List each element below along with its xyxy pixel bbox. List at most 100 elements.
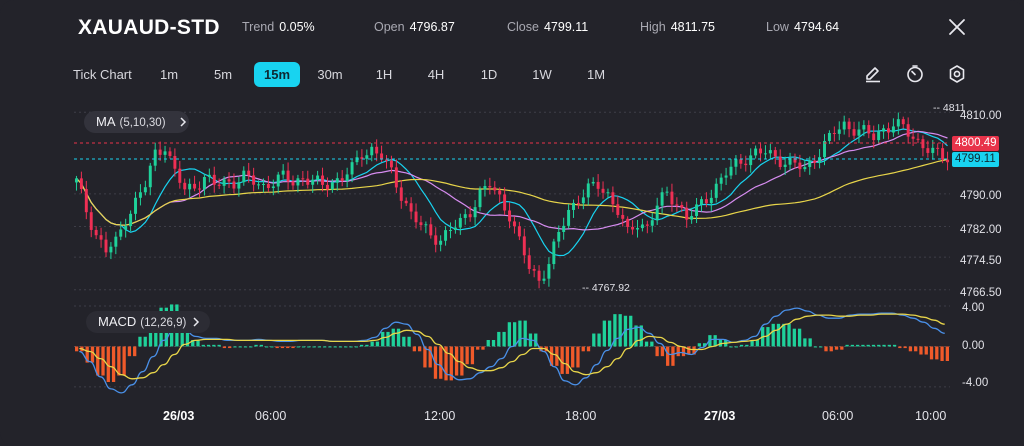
macd-histogram-bar — [834, 346, 839, 350]
macd-histogram-bar — [212, 344, 216, 347]
macd-histogram-bar — [476, 346, 480, 350]
high-marker-value: 4811 — [942, 102, 966, 114]
macd-histogram-bar — [771, 323, 775, 347]
draw-icon[interactable] — [863, 64, 883, 84]
low-marker-value: 4767.92 — [591, 282, 630, 294]
macd-histogram-bar — [592, 333, 596, 347]
macd-histogram-bar — [629, 315, 633, 347]
macd-histogram-bar — [644, 341, 649, 347]
candle-body — [572, 202, 575, 210]
macd-histogram-bar — [945, 346, 949, 361]
open-label: Open — [374, 20, 405, 34]
candle-body — [931, 147, 935, 153]
macd-histogram-bar — [602, 320, 606, 347]
timeframe-5m[interactable]: 5m — [213, 67, 233, 82]
candle-body — [193, 183, 197, 189]
candle-body — [153, 149, 157, 166]
macd-histogram-bar — [233, 346, 237, 348]
timeframe-4h[interactable]: 4H — [427, 67, 445, 82]
macd-histogram-bar — [571, 346, 575, 368]
candle-body — [823, 140, 826, 158]
macd-histogram-bar — [908, 346, 913, 352]
price-tick: 4774.50 — [960, 255, 1002, 267]
timeframe-1m[interactable]: 1m — [159, 67, 179, 82]
candle-body — [138, 192, 142, 198]
macd-histogram-bar — [660, 346, 665, 357]
timeframe-1d[interactable]: 1D — [480, 67, 498, 82]
macd-histogram-bar — [729, 346, 733, 348]
candle-body — [335, 178, 339, 183]
bid-price-tag: 4800.49 — [952, 136, 999, 151]
moving-average-line — [76, 128, 948, 257]
candle-body — [906, 124, 910, 137]
candle-body — [739, 159, 743, 164]
candle-body — [532, 268, 536, 271]
candle-body — [621, 214, 625, 219]
macd-histogram-bar — [101, 346, 105, 376]
candle-body — [276, 174, 280, 187]
candle-body — [818, 157, 822, 163]
candle-body — [503, 194, 507, 211]
macd-histogram-bar — [655, 346, 659, 357]
candle-body — [439, 240, 443, 245]
candle-body — [709, 197, 713, 204]
candle-body — [763, 153, 767, 155]
candle-body — [567, 209, 571, 226]
settings-icon[interactable] — [947, 64, 967, 84]
macd-histogram-bar — [697, 343, 701, 347]
timeframe-1h[interactable]: 1H — [375, 67, 393, 82]
symbol-title: XAUAUD-STD — [78, 16, 220, 39]
candle-body — [936, 147, 940, 149]
candle-body — [463, 214, 467, 218]
macd-histogram-bar — [787, 323, 791, 347]
time-tick: 18:00 — [565, 409, 597, 423]
macd-signal-line — [79, 313, 945, 380]
macd-histogram-bar — [122, 346, 126, 376]
close-icon[interactable] — [948, 18, 966, 36]
candle-body — [793, 157, 797, 163]
macd-histogram-bar — [903, 346, 907, 349]
candle-body — [601, 188, 605, 193]
macd-histogram-bar — [576, 346, 580, 368]
candle-body — [887, 128, 890, 133]
macd-histogram-bar — [117, 346, 121, 376]
macd-histogram-bar — [338, 346, 343, 348]
tick-chart-button[interactable]: Tick Chart — [73, 67, 132, 82]
candle-body — [517, 226, 521, 237]
timeframe-30m[interactable]: 30m — [317, 67, 343, 82]
macd-histogram-bar — [396, 328, 401, 347]
candle-body — [611, 192, 615, 205]
macd-histogram-bar — [491, 339, 496, 347]
macd-histogram-bar — [919, 346, 923, 355]
macd-histogram-bar — [607, 320, 612, 347]
candle-body — [946, 159, 950, 163]
macd-histogram-bar — [497, 331, 501, 347]
candle-body — [114, 236, 118, 247]
candle-body — [330, 182, 334, 190]
candle-body — [449, 230, 452, 232]
ma-indicator-pill[interactable]: MA (5,10,30) — [84, 111, 190, 133]
macd-histogram-bar — [191, 339, 195, 347]
macd-histogram-bar — [75, 346, 79, 352]
candle-body — [596, 181, 600, 189]
candle-body — [94, 229, 98, 236]
candle-body — [89, 212, 93, 230]
candle-body — [458, 217, 462, 228]
candle-body — [537, 270, 541, 281]
macd-histogram-bar — [365, 344, 369, 347]
timeframe-1w[interactable]: 1W — [532, 67, 552, 82]
timeframe-1mo[interactable]: 1M — [586, 67, 606, 82]
candle-body — [695, 204, 699, 217]
candle-body — [158, 149, 162, 155]
macd-histogram-bar — [671, 346, 675, 366]
timer-icon[interactable] — [905, 64, 925, 84]
candle-body — [882, 128, 886, 132]
timeframe-15m[interactable]: 15m — [254, 62, 300, 87]
candle-body — [424, 224, 428, 226]
macd-indicator-pill[interactable]: MACD (12,26,9) — [86, 311, 210, 333]
candle-body — [852, 129, 856, 136]
candle-body — [798, 162, 802, 170]
candle-body — [419, 222, 423, 226]
open-stat: Open 4796.87 — [374, 20, 455, 34]
